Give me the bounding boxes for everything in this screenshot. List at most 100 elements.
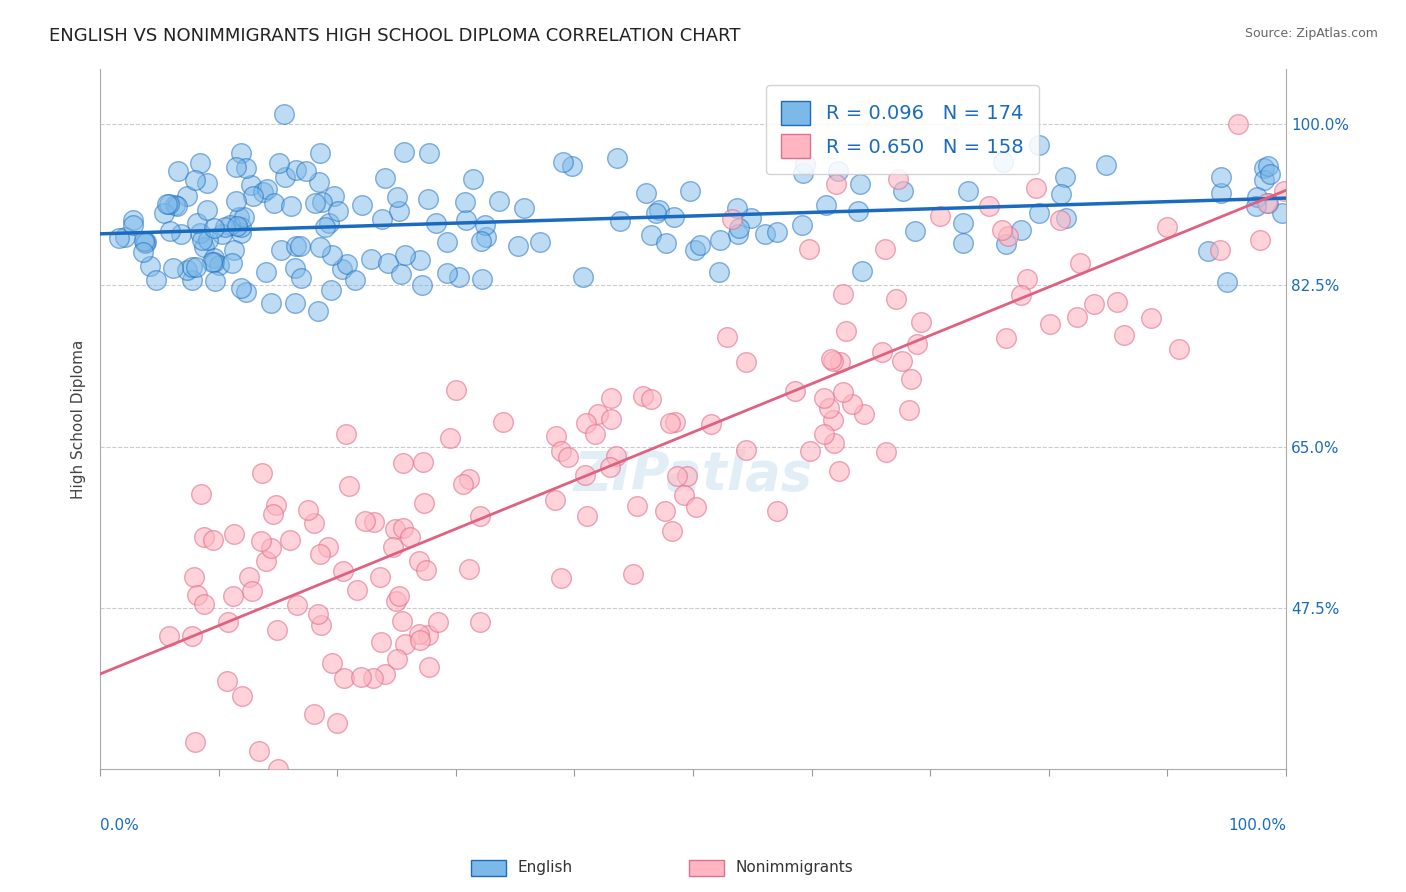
Point <box>229 220 252 235</box>
Point <box>416 192 439 206</box>
Point <box>176 263 198 277</box>
Point <box>201 255 224 269</box>
Point <box>436 267 458 281</box>
Point <box>828 464 851 478</box>
Point <box>1209 243 1232 257</box>
Text: 0.0%: 0.0% <box>100 818 139 833</box>
Point <box>600 392 623 406</box>
Point <box>952 235 974 250</box>
Point <box>956 185 979 199</box>
Point <box>766 504 789 518</box>
Point <box>197 176 219 190</box>
Text: ZIPatlas: ZIPatlas <box>574 449 813 501</box>
Point <box>202 255 225 269</box>
Point <box>415 564 437 578</box>
Point <box>609 214 631 228</box>
Point <box>1244 198 1267 212</box>
Point <box>640 227 662 242</box>
Point <box>557 450 579 464</box>
Point <box>1010 223 1032 237</box>
Point <box>284 261 307 276</box>
Point <box>392 521 415 535</box>
Point <box>162 260 184 275</box>
Point <box>799 443 821 458</box>
Point <box>254 265 277 279</box>
Point <box>1049 212 1071 227</box>
Point <box>193 597 215 611</box>
Point <box>551 155 574 169</box>
Point <box>1209 170 1232 185</box>
Point <box>167 164 190 178</box>
Point <box>475 229 498 244</box>
Point <box>550 571 572 585</box>
Point <box>1258 168 1281 182</box>
Point <box>453 476 475 491</box>
Point <box>418 145 440 160</box>
Point <box>309 547 332 561</box>
Point <box>887 172 910 186</box>
Point <box>247 743 270 757</box>
Text: 100.0%: 100.0% <box>1227 818 1286 833</box>
Point <box>333 672 356 686</box>
Point <box>654 504 676 518</box>
Point <box>409 253 432 268</box>
Point <box>132 234 155 248</box>
Point <box>374 666 396 681</box>
Point <box>339 479 361 493</box>
Point <box>814 197 837 211</box>
Point <box>658 417 681 431</box>
Point <box>387 203 409 218</box>
Point <box>302 706 325 721</box>
Point <box>307 304 329 318</box>
Point <box>413 496 436 510</box>
Point <box>235 161 257 176</box>
Point <box>418 628 440 642</box>
Point <box>184 734 207 748</box>
Point <box>238 570 260 584</box>
Point <box>343 273 366 287</box>
Point <box>994 236 1017 251</box>
Point <box>725 201 748 215</box>
Point <box>1039 317 1062 331</box>
Point <box>506 239 529 253</box>
Point <box>645 206 668 220</box>
Point <box>346 582 368 597</box>
Point <box>621 567 644 582</box>
Point <box>145 273 167 287</box>
Point <box>827 163 849 178</box>
Point <box>197 234 219 248</box>
Point <box>307 607 329 622</box>
Point <box>229 226 252 240</box>
Point <box>1049 186 1071 201</box>
Point <box>263 196 285 211</box>
Point <box>1028 137 1050 152</box>
Point <box>278 533 301 547</box>
Point <box>382 541 405 555</box>
Point <box>318 216 340 230</box>
Point <box>156 197 179 211</box>
Point <box>188 226 211 240</box>
Point <box>181 629 204 643</box>
Point <box>561 159 583 173</box>
Point <box>929 209 952 223</box>
Y-axis label: High School Diploma: High School Diploma <box>72 339 86 499</box>
Point <box>135 235 157 249</box>
Point <box>468 615 491 629</box>
Point <box>153 206 176 220</box>
Point <box>461 171 484 186</box>
Point <box>488 194 510 208</box>
Point <box>852 407 875 421</box>
Point <box>225 160 247 174</box>
Point <box>884 292 907 306</box>
Point <box>828 355 851 369</box>
Point <box>1140 310 1163 325</box>
Point <box>1256 195 1278 210</box>
Point <box>231 689 253 703</box>
Point <box>122 219 145 233</box>
Point <box>792 218 814 232</box>
Point <box>166 199 188 213</box>
Point <box>273 107 295 121</box>
Point <box>664 210 686 224</box>
Point <box>304 516 326 530</box>
Point <box>190 487 212 501</box>
